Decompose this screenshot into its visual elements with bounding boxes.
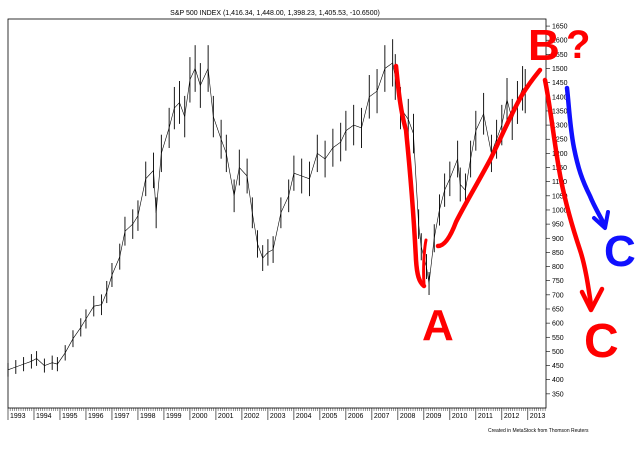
y-tick-label-2: 450 [552,363,564,370]
annotation-c-blue: C [604,227,636,276]
x-tick-label-14: 2007 [374,413,390,420]
y-tick-label-19: 1300 [552,123,568,130]
y-tick-label-3: 500 [552,349,564,356]
price-bars [7,39,526,377]
annotation-b: B [528,21,560,70]
x-tick-label-15: 2008 [400,413,416,420]
plot-frame [7,18,547,409]
red-projection-line [542,77,594,308]
x-tick-label-9: 2002 [244,413,260,420]
x-tick-label-12: 2005 [322,413,338,420]
y-tick-label-24: 1550 [552,52,568,59]
x-tick-label-5: 1998 [140,413,156,420]
x-tick-label-3: 1996 [88,413,104,420]
x-tick-label-17: 2010 [452,413,468,420]
y-tick-label-12: 950 [552,222,564,229]
y-tick-label-18: 1250 [552,137,568,144]
x-tick-label-10: 2003 [270,413,286,420]
x-tick-label-19: 2012 [504,413,520,420]
y-tick-label-9: 800 [552,264,564,271]
annotation-c-red: C [584,315,619,368]
x-axis: 1993 1994 1995 1996 1997 1998 1999 2000 2001 2002… [7,408,546,420]
y-tick-label-20: 1350 [552,108,568,115]
y-tick-label-22: 1450 [552,80,568,87]
x-tick-label-8: 2001 [218,413,234,420]
y-tick-label-17: 1200 [552,151,568,158]
x-tick-label-6: 1999 [166,413,182,420]
x-tick-label-4: 1997 [114,413,130,420]
x-tick-label-1: 1994 [36,413,52,420]
y-tick-label-8: 750 [552,278,564,285]
y-tick-label-25: 1600 [552,38,568,45]
x-tick-label-18: 2011 [478,413,493,420]
annotation-layer: A B ? C C [393,21,636,368]
y-tick-label-5: 600 [552,321,564,328]
red-arrow-head [579,286,605,313]
red-decline-line [393,63,427,289]
annotation-question: ? [566,23,590,67]
y-tick-label-1: 400 [552,377,564,384]
x-tick-label-16: 2009 [426,413,442,420]
credit-text: Created in MetaStock from Thomson Reuter… [488,428,589,434]
y-tick-label-4: 550 [552,335,564,342]
red-recovery-line [435,67,543,249]
x-tick-label-2: 1995 [62,413,78,420]
y-tick-label-23: 1500 [552,66,568,73]
x-tick-label-11: 2004 [296,413,312,420]
x-tick-label-7: 2000 [192,413,208,420]
y-tick-label-10: 850 [552,250,564,257]
blue-projection-line [564,85,606,225]
blue-arrow-head [592,210,610,230]
chart-title: S&P 500 INDEX (1,416.34, 1,448.00, 1,398… [170,10,380,17]
y-tick-label-14: 1050 [552,193,568,200]
y-tick-label-0: 350 [552,391,564,398]
x-tick-label-13: 2006 [348,413,364,420]
annotation-a: A [422,301,454,350]
x-tick-label-20: 2013 [530,413,546,420]
y-tick-label-11: 900 [552,236,564,243]
y-tick-label-13: 1000 [552,207,568,214]
y-tick-label-26: 1650 [552,24,568,31]
y-tick-label-6: 650 [552,306,564,313]
x-tick-label-0: 1993 [10,413,26,420]
price-line [7,62,526,371]
red-low-spike [422,238,428,286]
y-tick-label-21: 1400 [552,94,568,101]
y-tick-label-7: 700 [552,292,564,299]
